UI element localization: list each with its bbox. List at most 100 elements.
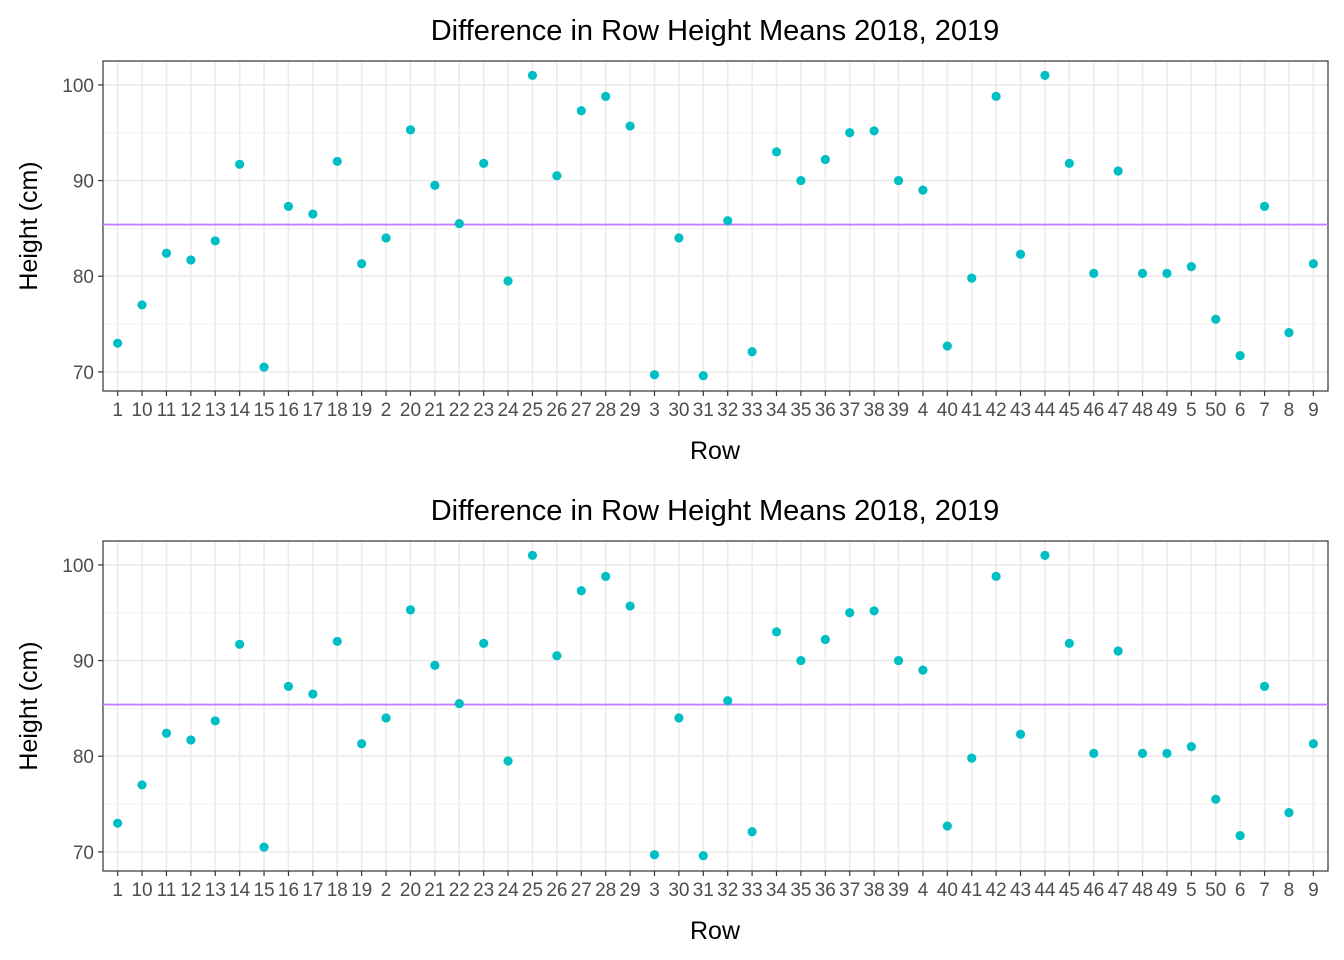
x-tick-label: 3 — [649, 400, 660, 421]
x-tick-label: 4 — [918, 400, 929, 421]
x-tick-label: 14 — [229, 400, 251, 421]
x-axis: 1 10 11 12 13 14 15 16 17 18 19 2 20 21 22 23 24 25 26 27 28… — [112, 391, 1319, 421]
chart-top: Difference in Row Height Means 2018, 201… — [15, 15, 1329, 465]
data-point — [357, 739, 367, 749]
data-point — [869, 126, 879, 136]
x-tick-label: 12 — [180, 400, 201, 421]
data-point — [991, 571, 1001, 581]
x-tick-label: 34 — [766, 880, 788, 901]
x-tick-label: 18 — [327, 400, 348, 421]
data-point — [527, 70, 538, 80]
y-tick-label: 70 — [73, 363, 94, 384]
data-point — [503, 756, 513, 766]
data-point — [820, 154, 830, 165]
x-tick-label: 20 — [400, 400, 421, 421]
data-point — [454, 699, 464, 709]
data-point — [1162, 268, 1172, 278]
x-tick-label: 9 — [1308, 400, 1319, 421]
x-tick-label: 43 — [1010, 400, 1031, 421]
data-point — [796, 175, 806, 186]
data-point — [283, 201, 294, 211]
x-tick-label: 39 — [888, 880, 909, 901]
x-tick-label: 37 — [839, 400, 860, 421]
x-tick-label: 35 — [790, 880, 811, 901]
x-tick-label: 41 — [961, 400, 982, 421]
data-point — [259, 842, 269, 852]
x-tick-label: 34 — [766, 400, 788, 421]
grid — [103, 61, 1328, 391]
data-point — [332, 156, 342, 167]
data-point — [430, 660, 440, 670]
x-tick-label: 39 — [888, 400, 909, 421]
data-point — [747, 827, 757, 837]
x-tick-label: 48 — [1132, 400, 1153, 421]
x-tick-label: 27 — [571, 880, 592, 901]
data-point — [674, 713, 684, 723]
points-layer — [113, 70, 1318, 381]
x-tick-label: 22 — [449, 880, 470, 901]
x-tick-label: 26 — [546, 400, 567, 421]
x-tick-label: 47 — [1108, 880, 1129, 901]
data-point — [381, 233, 391, 243]
y-tick-label: 80 — [73, 747, 94, 768]
x-tick-label: 19 — [351, 880, 372, 901]
points-layer — [113, 550, 1318, 861]
x-tick-label: 29 — [620, 880, 641, 901]
data-point — [1284, 808, 1294, 818]
data-point — [1137, 748, 1148, 758]
x-tick-label: 40 — [937, 400, 958, 421]
x-tick-label: 20 — [400, 880, 421, 901]
x-tick-label: 12 — [180, 880, 201, 901]
x-tick-label: 24 — [498, 880, 520, 901]
data-point — [552, 171, 562, 181]
data-point — [210, 236, 220, 246]
x-tick-label: 37 — [839, 880, 860, 901]
x-tick-label: 18 — [327, 880, 348, 901]
x-tick-label: 2 — [381, 880, 392, 901]
x-tick-label: 45 — [1059, 400, 1080, 421]
x-tick-label: 17 — [302, 400, 323, 421]
data-point — [1040, 550, 1050, 560]
x-tick-label: 32 — [717, 400, 738, 421]
data-point — [552, 651, 562, 661]
data-point — [771, 147, 782, 157]
data-point — [625, 121, 635, 131]
data-point — [1235, 351, 1245, 361]
data-point — [1113, 646, 1123, 656]
x-tick-label: 22 — [449, 400, 470, 421]
data-point — [649, 370, 660, 380]
y-tick-label: 80 — [73, 267, 94, 288]
data-point — [1040, 70, 1050, 80]
y-tick-label: 100 — [62, 556, 94, 577]
data-point — [113, 338, 123, 348]
x-tick-label: 49 — [1156, 400, 1177, 421]
x-tick-label: 23 — [473, 400, 494, 421]
data-point — [576, 586, 586, 596]
grid — [103, 541, 1328, 871]
data-point — [430, 180, 440, 190]
data-point — [1186, 742, 1196, 752]
x-tick-label: 6 — [1235, 400, 1246, 421]
y-tick-label: 90 — [73, 172, 94, 193]
data-point — [723, 696, 733, 706]
x-tick-label: 44 — [1034, 400, 1056, 421]
y-tick-label: 90 — [73, 652, 94, 673]
x-tick-label: 13 — [205, 400, 226, 421]
x-tick-label: 11 — [157, 400, 177, 421]
data-point — [1259, 201, 1270, 211]
data-point — [454, 219, 464, 229]
data-point — [161, 728, 172, 738]
data-point — [967, 753, 977, 763]
x-tick-label: 15 — [253, 880, 274, 901]
chart-title: Difference in Row Height Means 2018, 201… — [431, 15, 1000, 47]
x-tick-label: 16 — [278, 400, 299, 421]
y-axis: 70 80 90 100 — [62, 556, 103, 864]
data-point — [1113, 166, 1123, 176]
data-point — [576, 106, 586, 116]
data-point — [1308, 739, 1318, 749]
data-point — [283, 681, 294, 691]
data-point — [698, 851, 708, 861]
data-point — [1235, 831, 1245, 841]
x-tick-label: 1 — [112, 400, 123, 421]
data-point — [137, 780, 147, 790]
